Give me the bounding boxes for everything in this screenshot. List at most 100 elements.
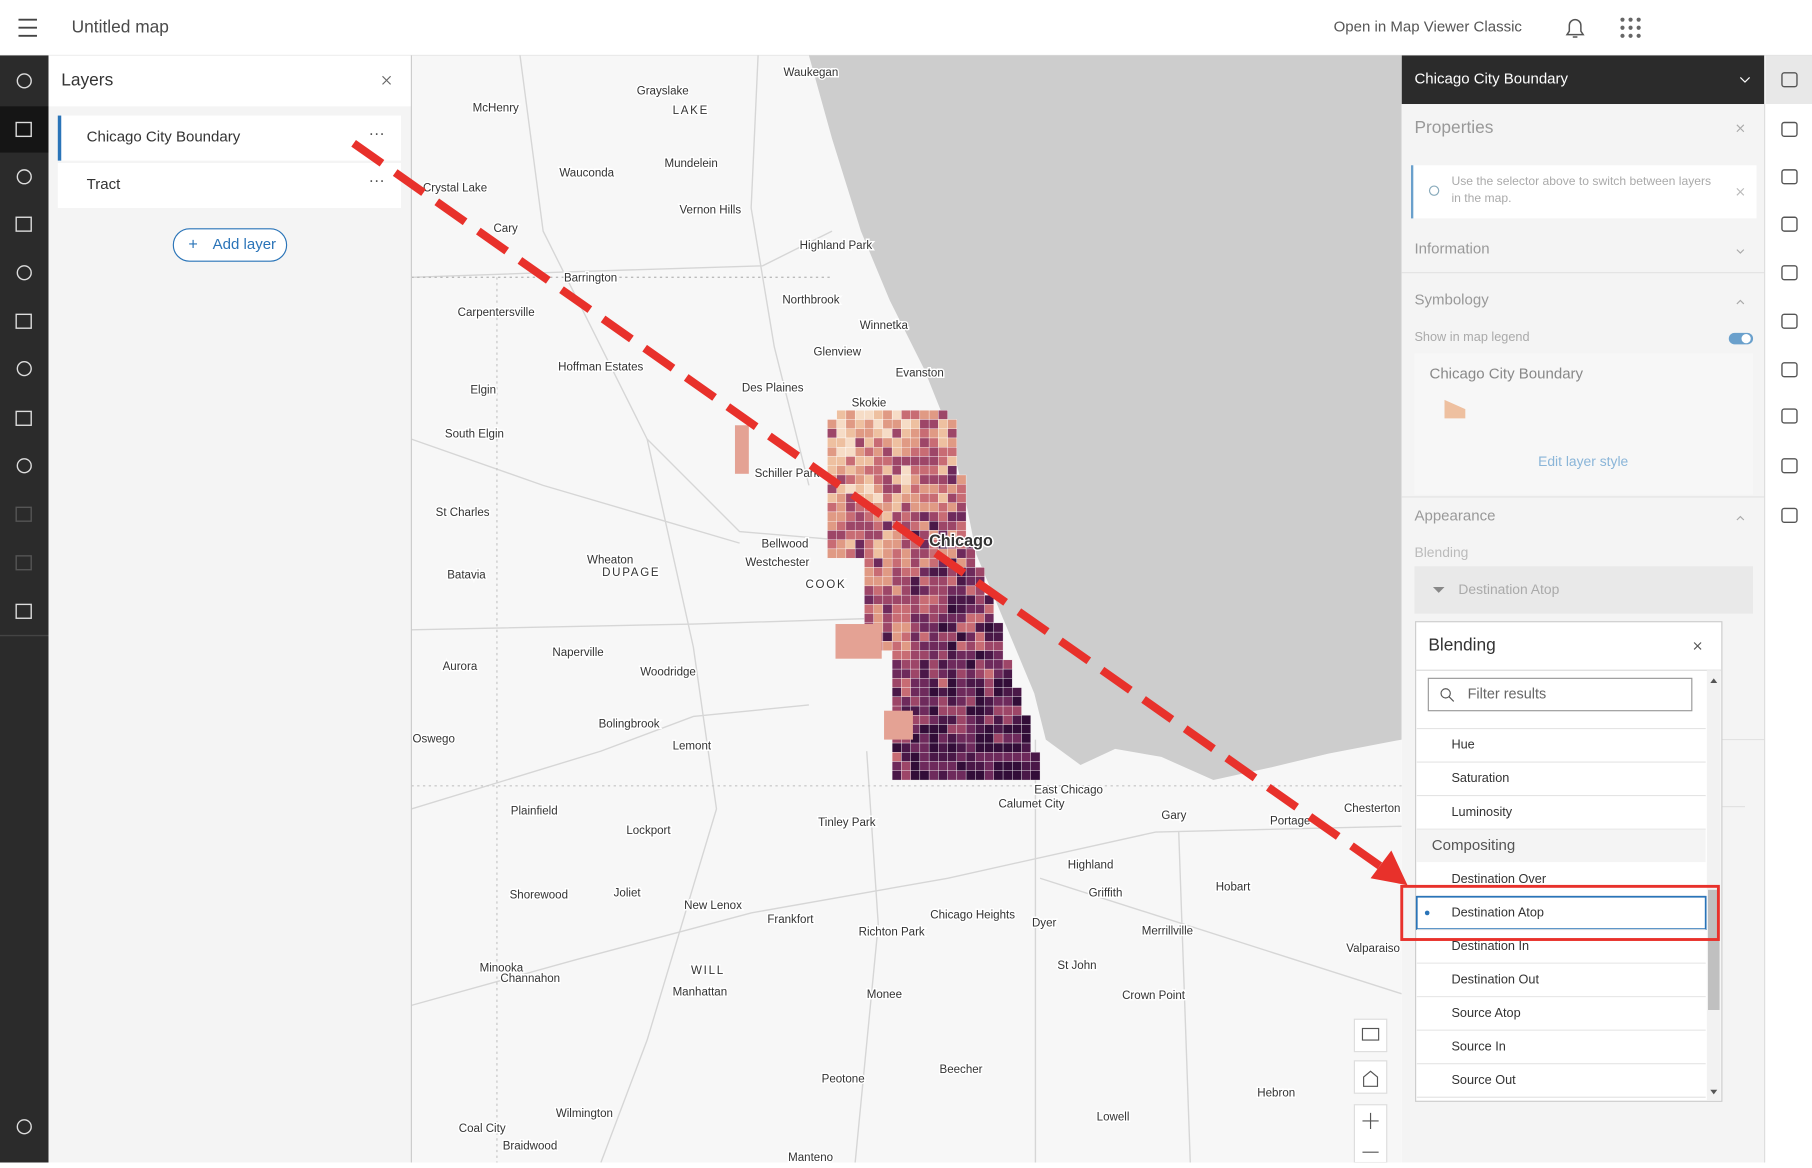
option-label[interactable]: Source Atop (1451, 1005, 1520, 1020)
tool-icon[interactable] (1781, 362, 1798, 378)
section-header[interactable]: Symbology (1414, 291, 1489, 308)
section-header[interactable]: Appearance (1414, 508, 1495, 525)
tract (919, 650, 930, 661)
option[interactable] (1416, 997, 1706, 1030)
option[interactable] (1416, 930, 1706, 963)
edit-style-link[interactable]: Edit layer style (1538, 453, 1628, 469)
map-title[interactable]: Untitled map (72, 16, 169, 36)
tool-icon[interactable] (1781, 507, 1798, 524)
option-label[interactable]: Destination Over (1451, 871, 1546, 886)
tract (882, 641, 893, 651)
section-header[interactable]: Information (1414, 241, 1489, 258)
tract (947, 428, 958, 439)
tract (1002, 752, 1013, 762)
layer-selector[interactable] (1401, 55, 1765, 105)
option-label[interactable]: Destination In (1451, 938, 1529, 953)
tract (956, 493, 967, 503)
tool-icon[interactable] (15, 313, 32, 329)
symbol-layer-name: Chicago City Boundary (1429, 365, 1583, 382)
place-label: East Chicago (1034, 784, 1103, 796)
tool-icon[interactable] (15, 410, 32, 426)
tract (1002, 696, 1013, 707)
tool-icon[interactable] (16, 265, 32, 281)
option[interactable] (1416, 1030, 1706, 1064)
layer-name[interactable]: Tract (87, 176, 121, 193)
layer-menu[interactable]: ··· (369, 124, 385, 142)
tract (910, 594, 921, 605)
tract (928, 742, 939, 753)
tool-icon[interactable] (1781, 216, 1798, 232)
close-button[interactable] (1693, 642, 1702, 650)
tool-icon[interactable] (1781, 72, 1798, 88)
option[interactable] (1416, 729, 1706, 762)
tool-icon[interactable] (1781, 265, 1798, 281)
option-label[interactable]: Destination Out (1451, 971, 1539, 986)
tract (947, 687, 958, 698)
filter-input[interactable] (1427, 677, 1693, 712)
tool-icon[interactable] (16, 361, 32, 377)
tool-icon[interactable] (1781, 121, 1798, 138)
display-button[interactable] (1353, 1018, 1388, 1053)
layer-item[interactable] (57, 115, 401, 161)
layer-item[interactable] (57, 162, 401, 209)
option-label[interactable]: Destination Atop (1451, 904, 1544, 919)
notifications-icon[interactable] (1565, 18, 1585, 38)
tract (873, 447, 884, 457)
blending-value[interactable]: Destination Atop (1458, 581, 1559, 597)
tract (975, 622, 985, 633)
tool-icon[interactable] (15, 216, 32, 232)
option-label[interactable]: Source Out (1451, 1072, 1516, 1087)
tract (947, 419, 958, 429)
tract (938, 419, 948, 429)
filter-placeholder[interactable]: Filter results (1468, 686, 1547, 702)
layer-name[interactable]: Chicago City Boundary (87, 128, 241, 145)
tract (928, 641, 939, 651)
blending-select[interactable] (1414, 566, 1754, 614)
place-label: Peotone (822, 1073, 865, 1085)
scroll-thumb[interactable] (1707, 889, 1720, 1011)
option[interactable] (1416, 762, 1706, 796)
info-icon[interactable] (16, 1119, 32, 1135)
tract (882, 585, 893, 596)
map-labels: Waukegan Grayslake LAKE McHenry Wauconda Mund… (411, 65, 1401, 1162)
tract (873, 594, 884, 605)
tool-icon[interactable] (1781, 313, 1798, 329)
tract (901, 410, 911, 420)
place-label: WILL (691, 965, 725, 977)
tool-icon[interactable] (1781, 458, 1798, 474)
option[interactable] (1416, 863, 1706, 896)
option-label[interactable]: Source In (1451, 1038, 1505, 1053)
add-layer-label[interactable]: Add layer (213, 236, 276, 253)
tract (891, 576, 902, 587)
close-button[interactable] (382, 75, 392, 85)
tool-icon-disabled[interactable] (15, 506, 32, 522)
apps-icon[interactable] (1620, 17, 1641, 38)
option[interactable] (1416, 1064, 1706, 1097)
option[interactable] (1416, 796, 1706, 829)
map[interactable]: Waukegan Grayslake LAKE McHenry Wauconda Mund… (411, 55, 1402, 1163)
tool-icon[interactable] (16, 73, 32, 89)
layer-selector-label[interactable]: Chicago City Boundary (1414, 71, 1568, 88)
selected-option[interactable] (1415, 895, 1707, 930)
tool-icon[interactable] (16, 458, 32, 474)
tool-icon[interactable] (1781, 169, 1798, 185)
add-layer-button[interactable] (172, 228, 288, 262)
option-label[interactable]: Hue (1451, 737, 1474, 752)
tract (910, 752, 921, 762)
tool-icon[interactable] (16, 169, 32, 185)
menu-icon[interactable] (18, 18, 37, 37)
tool-icon-disabled[interactable] (15, 555, 32, 571)
close-button[interactable] (1736, 124, 1745, 133)
tool-icon[interactable] (15, 603, 32, 619)
tool-icon[interactable] (1781, 408, 1798, 424)
option-label[interactable]: Saturation (1451, 770, 1509, 785)
option-label[interactable]: Luminosity (1451, 804, 1512, 819)
layer-menu[interactable]: ··· (369, 172, 385, 190)
close-button[interactable] (1736, 187, 1745, 196)
tool-icon[interactable] (15, 121, 32, 138)
classic-link[interactable]: Open in Map Viewer Classic (1334, 19, 1523, 36)
home-button[interactable] (1353, 1060, 1388, 1094)
option[interactable] (1416, 963, 1706, 997)
tract (965, 622, 976, 633)
